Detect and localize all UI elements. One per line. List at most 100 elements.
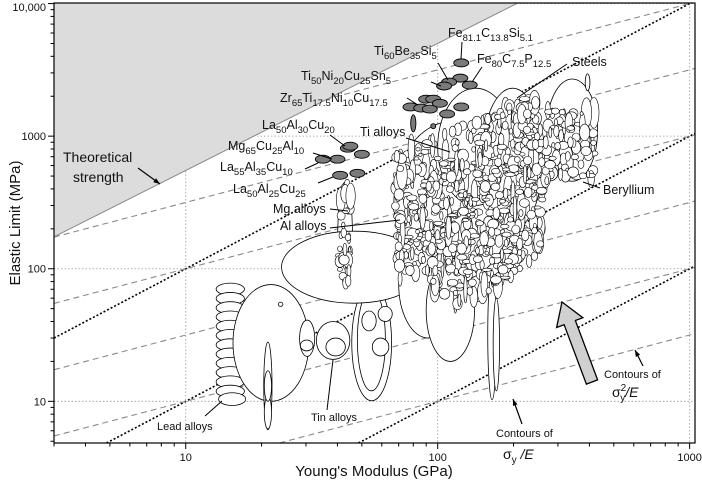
y-tick-label: 1000 bbox=[22, 131, 46, 143]
material-bubble bbox=[531, 134, 535, 138]
material-bubble bbox=[502, 167, 511, 172]
material-bubble bbox=[524, 187, 533, 198]
subscript: 55 bbox=[234, 167, 245, 178]
material-bubble bbox=[446, 278, 459, 287]
material-bubble bbox=[411, 210, 418, 215]
material-bubble bbox=[492, 206, 500, 220]
material-bubble bbox=[542, 135, 549, 150]
material-bubble bbox=[420, 149, 430, 155]
subscript: 13.8 bbox=[490, 33, 509, 44]
metallic-glass-label: La55Al35Cu10 bbox=[220, 160, 293, 178]
material-bubble bbox=[418, 152, 423, 157]
metallic-glass-bubble bbox=[436, 81, 453, 91]
element-symbol: La bbox=[220, 160, 234, 174]
material-bubble bbox=[564, 151, 571, 162]
metallic-glass-label: Ti50Ni20Cu25Sn5 bbox=[301, 69, 391, 87]
leader-line bbox=[204, 400, 223, 417]
material-bubble bbox=[523, 108, 532, 119]
material-bubble bbox=[482, 197, 491, 202]
material-bubble bbox=[449, 196, 454, 206]
subscript: 25 bbox=[269, 189, 280, 200]
material-bubble bbox=[418, 193, 428, 204]
subscript: 20 bbox=[324, 125, 335, 136]
material-bubble bbox=[484, 139, 488, 152]
over-e: /E bbox=[624, 384, 639, 400]
subscript: 50 bbox=[276, 125, 287, 136]
material-bubble bbox=[508, 164, 520, 173]
sigma-symbol: σ bbox=[612, 384, 621, 400]
material-bubble bbox=[480, 180, 491, 193]
material-bubble bbox=[558, 167, 563, 181]
material-bubble bbox=[413, 213, 419, 222]
material-bubble bbox=[425, 181, 432, 192]
material-envelope bbox=[299, 339, 314, 352]
metallic-glass-bubble bbox=[342, 141, 359, 151]
material-bubble bbox=[416, 235, 423, 240]
material-bubble bbox=[548, 127, 553, 139]
element-symbol: Cu bbox=[256, 139, 272, 153]
material-bubble bbox=[446, 157, 456, 162]
material-bubble bbox=[499, 199, 506, 204]
material-bubble bbox=[341, 221, 346, 230]
element-symbol: Cu bbox=[279, 182, 295, 196]
material-envelope bbox=[371, 337, 390, 357]
leader-line bbox=[317, 176, 334, 184]
material-bubble bbox=[419, 206, 426, 230]
theoretical-strength-label-1: Theoretical bbox=[63, 149, 132, 165]
material-bubble bbox=[496, 143, 507, 150]
leader-line bbox=[516, 63, 568, 99]
material-bubble bbox=[521, 229, 530, 242]
leader-line bbox=[329, 208, 349, 212]
material-bubble bbox=[442, 128, 448, 141]
material-bubble bbox=[554, 142, 561, 150]
material-bubble bbox=[415, 147, 421, 152]
material-bubble bbox=[479, 231, 489, 247]
material-bubble bbox=[405, 265, 415, 276]
material-bubble bbox=[465, 197, 470, 202]
subscript: 10 bbox=[294, 146, 305, 157]
material-bubble bbox=[519, 152, 526, 157]
metallic-glass-label: La50Al30Cu20 bbox=[262, 118, 335, 136]
x-tick-label: 100 bbox=[429, 452, 447, 464]
y-tick-label: 10 bbox=[34, 396, 46, 408]
material-bubble bbox=[494, 234, 504, 248]
leader-line bbox=[312, 152, 333, 160]
metallic-glass-bubble bbox=[421, 104, 438, 114]
element-symbol: Ni bbox=[322, 69, 334, 83]
material-bubble bbox=[337, 245, 343, 252]
material-bubble bbox=[393, 188, 405, 201]
axes: 10 100 1000 10 100 1000 10,000 bbox=[12, 2, 702, 464]
material-bubble bbox=[538, 196, 547, 203]
material-bubble bbox=[570, 154, 579, 160]
contour-sigma2-over-e bbox=[279, 333, 695, 443]
material-bubble bbox=[567, 166, 579, 178]
performance-arrow-icon bbox=[555, 300, 599, 385]
material-bubble bbox=[522, 164, 528, 185]
material-bubble bbox=[489, 245, 494, 257]
material-bubble bbox=[534, 132, 541, 141]
material-envelope bbox=[325, 337, 346, 357]
material-bubble bbox=[446, 170, 457, 184]
material-bubble bbox=[484, 250, 489, 256]
material-bubble bbox=[508, 127, 514, 135]
subscript: 80 bbox=[492, 59, 503, 70]
element-symbol: Ni bbox=[331, 91, 343, 105]
material-bubble bbox=[466, 286, 474, 296]
theoretical-strength-label-2: strength bbox=[73, 169, 124, 185]
metallic-glass-bubble bbox=[349, 168, 366, 178]
subscript: 20 bbox=[333, 76, 344, 87]
subscript: 60 bbox=[384, 51, 395, 62]
material-bubble bbox=[429, 221, 434, 231]
contours-sigma2-over-e-label-1: Contours of bbox=[604, 369, 662, 381]
material-bubble bbox=[459, 158, 465, 172]
label-tin-alloys: Tin alloys bbox=[311, 412, 358, 424]
material-bubble bbox=[490, 275, 502, 284]
leader-line bbox=[406, 97, 419, 106]
material-bubble bbox=[490, 182, 501, 191]
material-bubble bbox=[483, 245, 488, 249]
material-bubble bbox=[456, 242, 467, 255]
material-bubble bbox=[447, 213, 459, 217]
material-bubble bbox=[494, 157, 503, 167]
plot-frame bbox=[53, 2, 696, 444]
